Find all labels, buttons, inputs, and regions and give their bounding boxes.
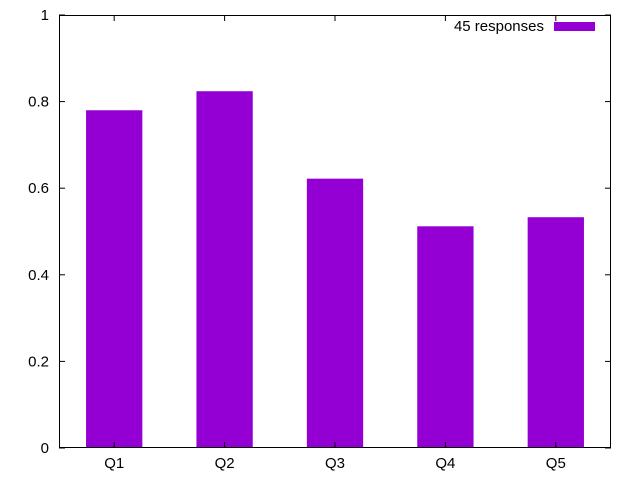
x-tick-label: Q4 [435,455,455,472]
y-tick-label: 0.6 [28,180,49,197]
legend-label: 45 responses [454,18,544,35]
x-tick-label: Q1 [104,455,124,472]
y-tick-label: 0.8 [28,94,49,111]
bar-q5 [527,217,584,448]
legend: 45 responses [454,18,595,35]
plot-frame [59,15,611,448]
x-tick-label: Q2 [215,455,235,472]
y-tick-label: 1 [41,7,49,24]
legend-swatch [554,22,595,31]
y-tick-label: 0.4 [28,267,49,284]
bar-q4 [417,226,474,448]
y-tick-label: 0.2 [28,353,49,370]
y-tick-label: 0 [41,440,49,457]
bar-q2 [196,91,253,449]
axes-layer: Q1 Q2 Q3 Q4 Q5 0 0.2 0.4 0.6 0.8 1 [28,7,611,472]
bars-layer [86,91,584,449]
x-tick-label: Q5 [546,455,566,472]
x-tick-label: Q3 [325,455,345,472]
bar-q1 [86,110,143,448]
bar-q3 [306,178,364,449]
